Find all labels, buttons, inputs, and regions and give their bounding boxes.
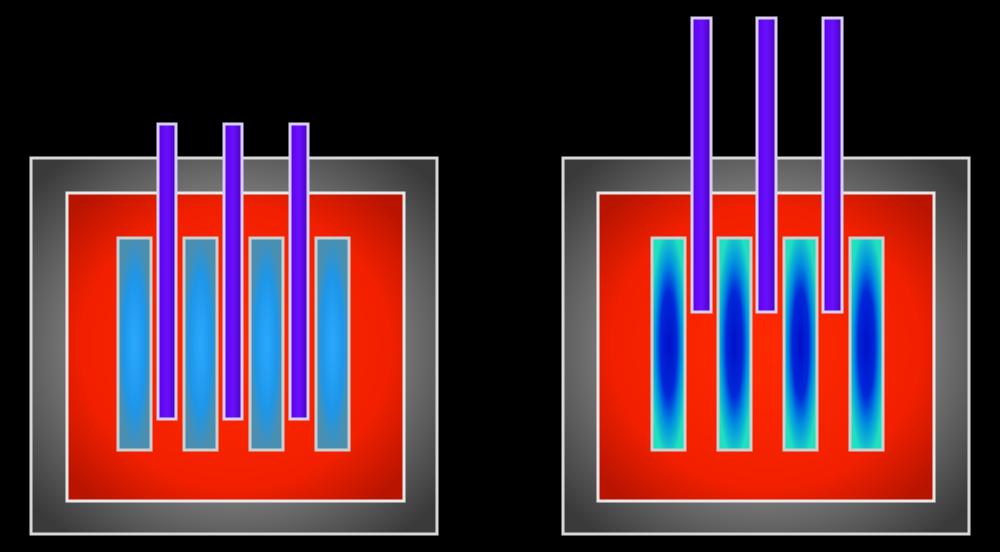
fuel-rod [650,236,687,452]
fuel-rod [248,236,285,452]
fuel-rod [848,236,885,452]
fuel-rod [716,236,753,452]
control-rod [821,16,844,314]
control-rod [222,122,244,421]
control-rod [288,122,310,421]
fuel-rod [182,236,219,452]
control-rod [690,16,713,314]
control-rod [755,16,778,314]
fuel-rod [116,236,153,452]
fuel-rod [782,236,819,452]
control-rod [156,122,178,421]
fuel-rod [314,236,351,452]
